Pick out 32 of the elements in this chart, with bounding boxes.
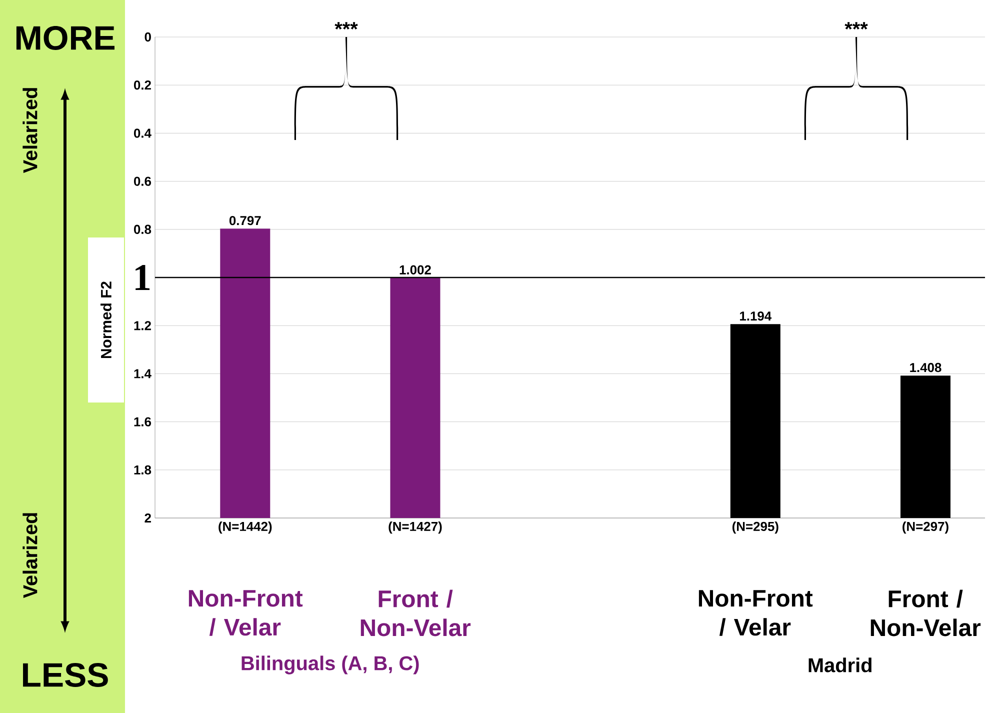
y-tick-label: 1.2	[134, 321, 151, 330]
x-tick-label: (N=1427)	[388, 522, 442, 534]
y-tick-label: 2	[144, 513, 151, 523]
x-tick-label: (N=295)	[732, 522, 778, 534]
text: Bilinguals (A, B, C)	[242, 656, 419, 674]
text: Front / Non-Velar	[870, 590, 981, 636]
ref-line-label: 1	[136, 264, 150, 290]
text: MORE	[16, 26, 114, 50]
y-tick-label: 0.6	[134, 176, 152, 186]
text: Madrid	[808, 658, 872, 672]
data-label: 0.797	[229, 216, 261, 226]
y-tick-label: 0	[144, 32, 151, 42]
text: ***	[844, 22, 868, 30]
data-label: 1.002	[400, 265, 431, 274]
data-label: 1.408	[910, 362, 942, 372]
y-tick-label: 1.4	[134, 369, 152, 378]
y-tick-label: 0.8	[134, 224, 152, 234]
text: Velarized	[22, 88, 38, 174]
y-tick-label: 1.8	[134, 465, 152, 474]
y-tick-label: 0.2	[134, 80, 151, 90]
text: Non-Front / Velar	[188, 590, 303, 636]
text: Velarized	[22, 513, 38, 598]
y-axis-title: Normed F2	[100, 282, 112, 358]
data-label: 1.194	[740, 311, 772, 321]
x-tick-label: (N=297)	[902, 522, 948, 534]
text: ***	[334, 22, 358, 30]
y-tick-label: 1.6	[134, 417, 152, 426]
y-tick-label: 0.4	[134, 128, 152, 138]
text: Front / Non-Velar	[360, 590, 471, 636]
x-tick-label: (N=1442)	[218, 522, 272, 534]
text: LESS	[23, 663, 108, 687]
text: Non-Front / Velar	[698, 590, 813, 636]
